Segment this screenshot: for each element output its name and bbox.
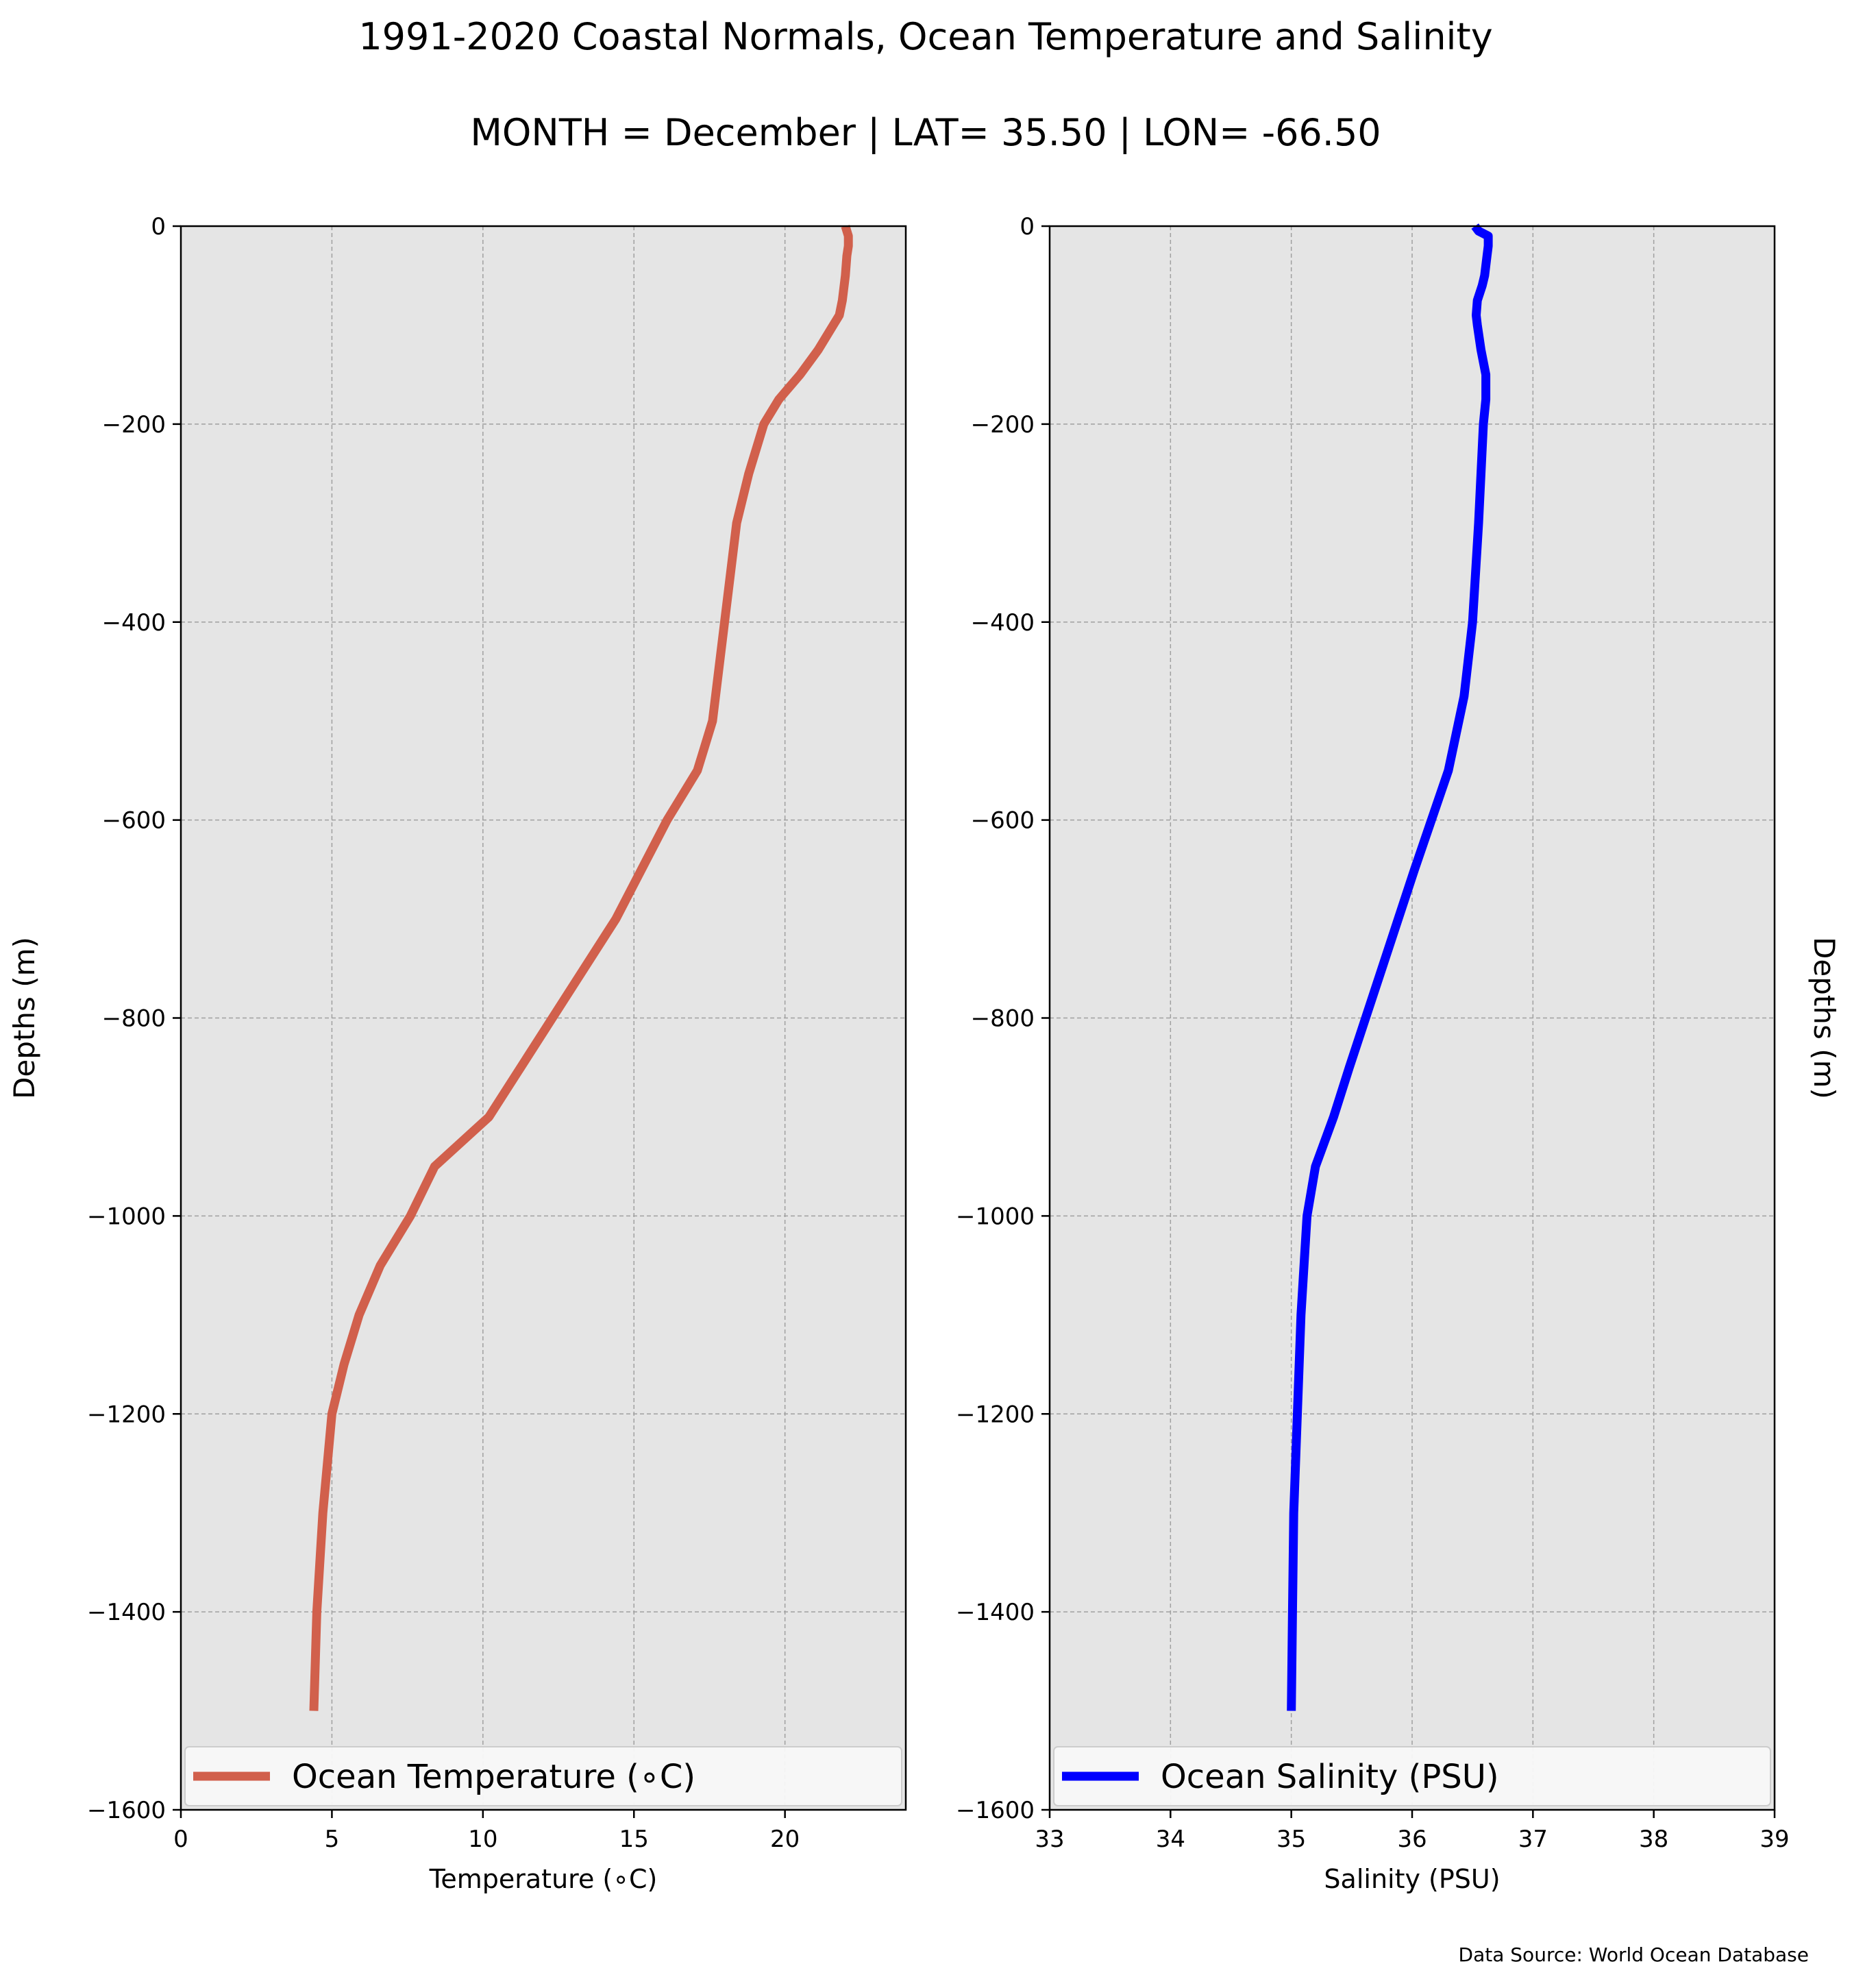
sal-y-tick-label: −1400: [956, 1599, 1035, 1626]
sal-y-tick-label: −1000: [956, 1203, 1035, 1230]
temp-legend-label: Ocean Temperature (∘C): [292, 1758, 695, 1796]
sal-y-tick-label: −1200: [956, 1401, 1035, 1428]
temp-y-tick-label: −400: [102, 609, 166, 637]
temp-x-tick-label: 5: [325, 1826, 340, 1853]
temp-y-axis-label: Depths (m): [8, 937, 41, 1099]
data-source-note: Data Source: World Ocean Database: [1459, 1943, 1809, 1966]
temp-x-tick-label: 15: [619, 1826, 649, 1853]
chart-subtitle: MONTH = December | LAT= 35.50 | LON= -66…: [470, 111, 1381, 154]
sal-y-axis-label: Depths (m): [1807, 937, 1841, 1099]
sal-x-tick-label: 36: [1397, 1826, 1427, 1853]
temp-x-tick-label: 10: [468, 1826, 497, 1853]
temp-y-tick-label: −1400: [87, 1599, 166, 1626]
sal-legend-label: Ocean Salinity (PSU): [1161, 1758, 1499, 1796]
sal-legend: Ocean Salinity (PSU): [1054, 1747, 1770, 1806]
temp-y-tick-label: −600: [102, 807, 166, 835]
temp-y-tick-label: 0: [151, 213, 166, 241]
sal-x-tick-label: 34: [1156, 1826, 1185, 1853]
temp-x-tick-label: 20: [770, 1826, 800, 1853]
sal-y-tick-label: −600: [971, 807, 1035, 835]
sal-x-tick-label: 33: [1035, 1826, 1064, 1853]
sal-y-tick-label: −400: [971, 609, 1035, 637]
temp-y-tick-label: −1200: [87, 1401, 166, 1428]
sal-y-tick-label: −200: [971, 411, 1035, 439]
sal-x-axis-label: Salinity (PSU): [1324, 1864, 1500, 1894]
temp-y-tick-label: −800: [102, 1005, 166, 1033]
temperature-panel: 0 5 10 15 20 0 −200 −400 −600 −800 −1000 −1200 −1400…: [8, 213, 906, 1894]
sal-y-tick-label: 0: [1020, 213, 1035, 241]
figure: 1991-2020 Coastal Normals, Ocean Tempera…: [0, 0, 1852, 1988]
temp-x-tick-label: 0: [173, 1826, 188, 1853]
sal-x-tick-label: 37: [1518, 1826, 1548, 1853]
sal-y-tick-label: −800: [971, 1005, 1035, 1033]
salinity-panel: 33 34 35 36 37 38 39 0 −200 −400 −600 −800 −1000 −120…: [956, 213, 1841, 1894]
sal-x-tick-label: 38: [1639, 1826, 1668, 1853]
chart-title: 1991-2020 Coastal Normals, Ocean Tempera…: [358, 15, 1492, 58]
temp-y-tick-label: −200: [102, 411, 166, 439]
temp-y-tick-label: −1600: [87, 1797, 166, 1824]
temp-plot-background: [181, 226, 906, 1810]
sal-y-tick-label: −1600: [956, 1797, 1035, 1824]
sal-x-tick-label: 39: [1760, 1826, 1789, 1853]
temp-legend: Ocean Temperature (∘C): [185, 1747, 902, 1806]
sal-x-tick-label: 35: [1276, 1826, 1306, 1853]
temp-x-axis-label: Temperature (∘C): [429, 1864, 658, 1894]
temp-y-tick-label: −1000: [87, 1203, 166, 1230]
